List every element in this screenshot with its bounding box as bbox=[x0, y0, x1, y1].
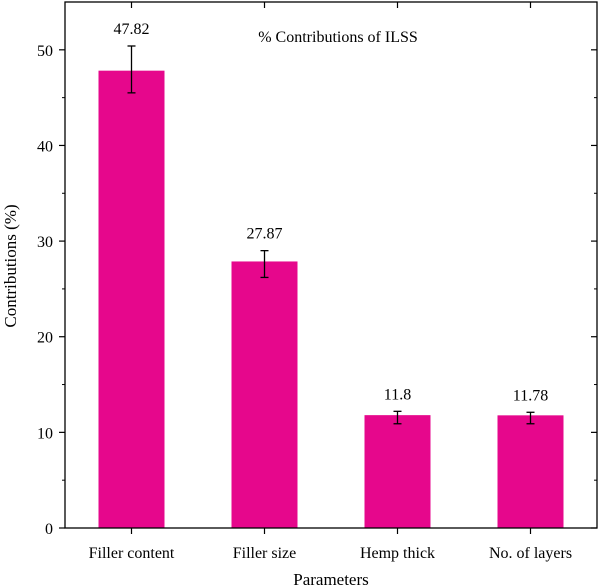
y-axis-title: Contributions (%) bbox=[1, 204, 20, 327]
error-bars-group bbox=[127, 45, 535, 425]
bar bbox=[98, 70, 165, 529]
data-label: 11.78 bbox=[513, 387, 548, 404]
error-bar bbox=[260, 250, 269, 279]
y-tick-label: 10 bbox=[37, 425, 53, 442]
y-tick-label: 20 bbox=[37, 330, 53, 347]
data-label: 47.82 bbox=[114, 21, 150, 38]
x-tick-label: Hemp thick bbox=[360, 545, 435, 562]
y-tick-label: 0 bbox=[45, 521, 53, 538]
error-bar bbox=[393, 410, 402, 425]
error-bar bbox=[526, 411, 535, 425]
bar bbox=[364, 415, 431, 528]
x-axis-title: Parameters bbox=[293, 570, 369, 588]
data-label: 11.8 bbox=[384, 386, 411, 403]
y-tick-label: 50 bbox=[37, 43, 53, 60]
bar bbox=[497, 415, 564, 528]
x-tick-label: Filler content bbox=[89, 545, 175, 562]
bars-group bbox=[98, 70, 564, 529]
plot-frame bbox=[64, 1, 598, 529]
bar bbox=[231, 261, 298, 528]
y-tick-label: 30 bbox=[37, 234, 53, 251]
y-tick-label: 40 bbox=[37, 138, 53, 155]
x-tick-label: Filler size bbox=[233, 545, 297, 562]
error-bar bbox=[127, 45, 136, 94]
data-labels-group: 47.82 27.87 11.8 11.78 bbox=[114, 21, 549, 404]
chart-title: % Contributions of ILSS bbox=[258, 29, 418, 46]
axes-group: Filler content Filler size Hemp thick No. o… bbox=[37, 1, 598, 562]
x-tick-label: No. of layers bbox=[489, 545, 572, 562]
data-label: 27.87 bbox=[247, 226, 283, 243]
